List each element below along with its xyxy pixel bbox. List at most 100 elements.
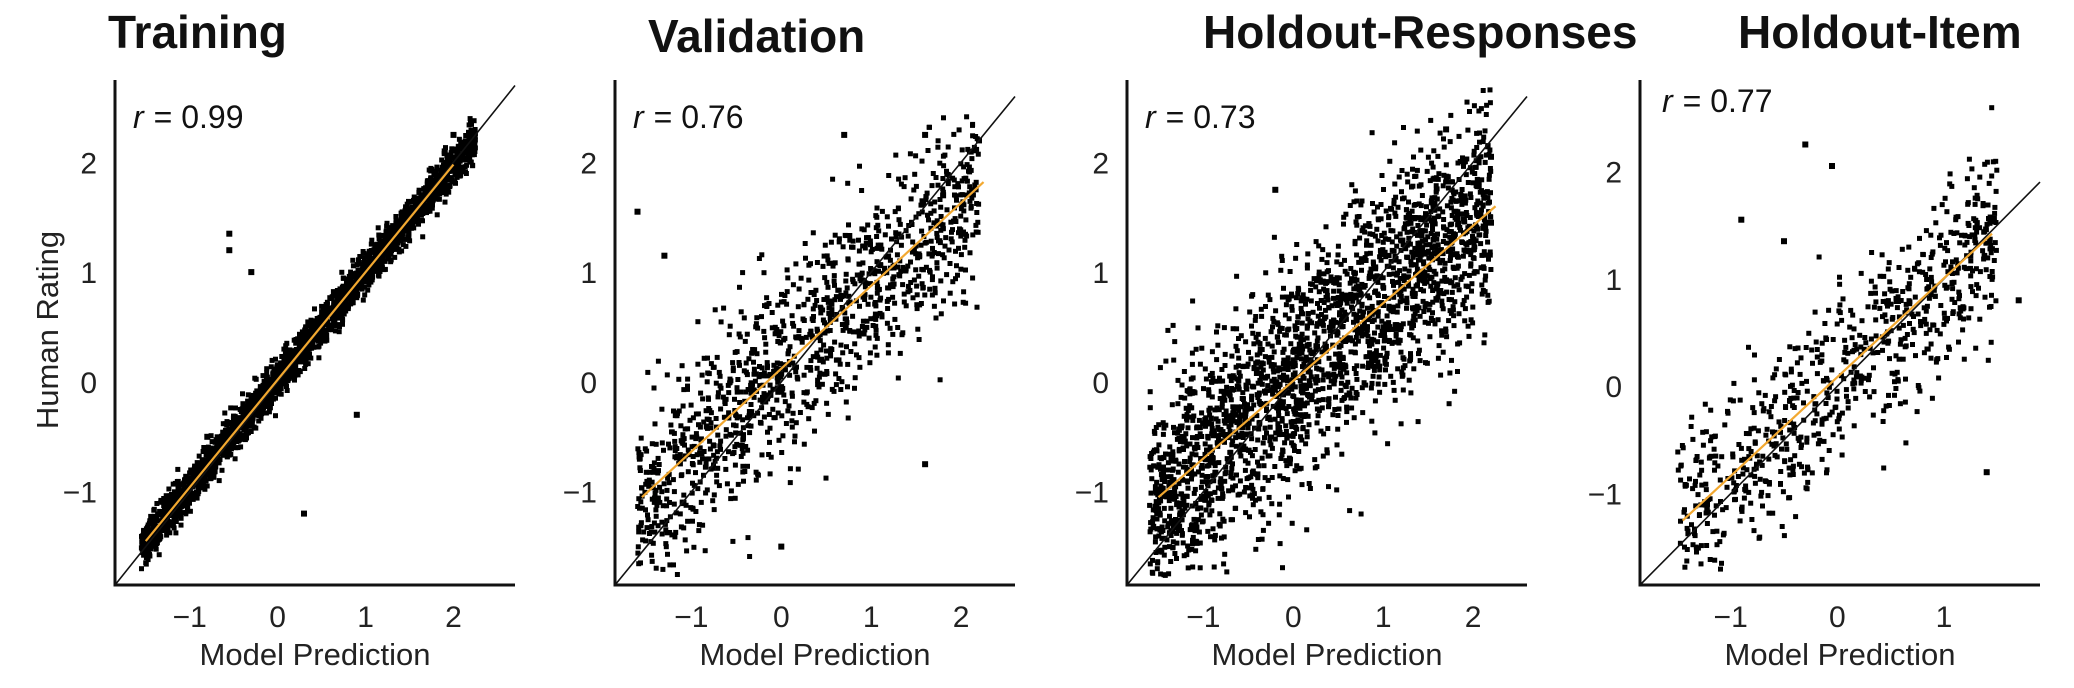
data-point (1389, 206, 1395, 212)
data-point (659, 406, 665, 412)
data-point (1428, 283, 1434, 289)
data-point (283, 362, 289, 368)
data-point (657, 484, 663, 490)
data-point (809, 405, 815, 411)
data-point (745, 535, 751, 541)
data-point (672, 448, 678, 454)
data-point (195, 491, 201, 497)
data-point (767, 390, 773, 396)
data-point (845, 257, 851, 263)
data-point (1285, 327, 1291, 333)
data-point (710, 465, 716, 471)
data-point (258, 415, 264, 421)
data-point (338, 293, 344, 299)
data-point (646, 483, 652, 489)
data-point (745, 447, 751, 453)
data-point (873, 225, 879, 231)
data-point (726, 410, 732, 416)
data-point (898, 268, 904, 274)
data-point (182, 497, 188, 503)
data-point (779, 413, 785, 419)
data-point (1452, 388, 1458, 394)
data-point (1160, 431, 1166, 437)
data-point (1369, 311, 1375, 317)
data-point (1261, 463, 1267, 469)
data-point (267, 400, 273, 406)
data-point (146, 546, 151, 552)
data-point (650, 464, 655, 470)
data-point (1326, 384, 1332, 390)
panel-title-validation: Validation (648, 10, 865, 62)
data-point (695, 361, 701, 367)
data-point (808, 358, 814, 364)
data-point (896, 231, 902, 237)
y-tick-label: 0 (80, 367, 97, 400)
data-point (1158, 571, 1164, 577)
data-point (1210, 526, 1216, 532)
data-point (826, 260, 832, 266)
data-point (209, 439, 215, 445)
data-point (751, 359, 756, 365)
data-point (867, 238, 873, 244)
data-point (455, 149, 461, 154)
data-point (786, 348, 792, 354)
data-point (375, 241, 381, 247)
data-point (173, 530, 179, 536)
data-point (639, 505, 645, 511)
data-point (879, 312, 885, 318)
data-point (1375, 313, 1381, 319)
data-point (399, 248, 405, 254)
data-point (856, 261, 862, 267)
data-point (704, 379, 710, 385)
data-point (1219, 404, 1225, 410)
data-point (433, 196, 439, 202)
data-point (789, 424, 795, 430)
data-point (436, 196, 442, 202)
data-point (940, 222, 946, 228)
axes-validation (613, 80, 1015, 587)
data-point (740, 450, 746, 456)
data-point (848, 349, 854, 354)
data-point (217, 457, 223, 462)
data-point (953, 276, 958, 282)
data-point (860, 260, 866, 266)
data-point (738, 389, 744, 395)
data-point (888, 282, 893, 288)
data-point (1302, 358, 1308, 363)
data-point (796, 328, 802, 334)
data-point (166, 496, 172, 502)
data-point (733, 423, 739, 429)
data-point (649, 479, 655, 485)
data-point (1359, 301, 1365, 307)
data-point (857, 163, 862, 169)
data-point (1416, 347, 1422, 353)
data-point (938, 227, 944, 233)
data-point (659, 489, 665, 495)
data-point (146, 520, 152, 526)
data-point (778, 329, 784, 335)
data-point (1341, 366, 1347, 372)
data-point (697, 459, 703, 465)
data-point (705, 395, 711, 401)
data-point (934, 265, 940, 271)
data-point (886, 296, 892, 302)
data-point (1171, 357, 1177, 363)
data-point (843, 399, 849, 405)
data-point (410, 199, 416, 205)
data-point (950, 227, 955, 233)
data-point (913, 153, 919, 159)
data-point (1197, 540, 1203, 546)
data-point (955, 181, 961, 187)
data-point (805, 404, 811, 410)
data-point (1156, 462, 1162, 468)
data-point (1380, 282, 1386, 288)
data-point (1224, 569, 1230, 575)
data-point (1298, 305, 1304, 311)
data-point (773, 330, 779, 336)
data-point (925, 148, 931, 153)
data-point (887, 257, 893, 263)
data-point (732, 495, 738, 501)
data-point (1355, 330, 1360, 336)
data-point (1176, 461, 1182, 467)
data-point (671, 562, 676, 568)
